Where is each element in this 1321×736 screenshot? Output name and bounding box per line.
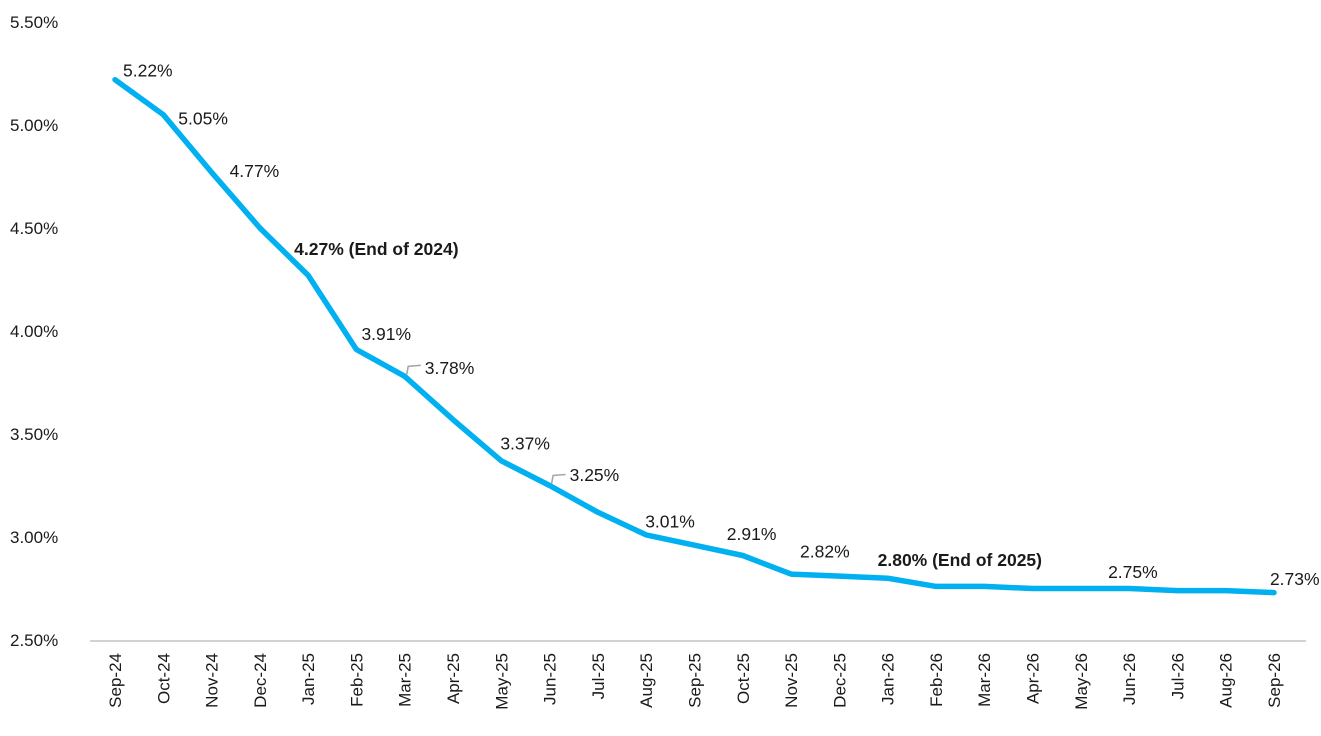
- x-axis-tick-label: Oct-24: [154, 653, 173, 704]
- y-axis-tick-label: 5.00%: [10, 116, 58, 135]
- x-axis-tick-label: Dec-25: [830, 653, 849, 708]
- y-axis-tick-label: 3.00%: [10, 528, 58, 547]
- x-axis-tick-label: Feb-25: [347, 653, 366, 707]
- callout-leader-line: [550, 473, 566, 484]
- x-axis-tick-label: Aug-25: [637, 653, 656, 708]
- x-axis-tick-label: Jan-26: [879, 653, 898, 705]
- data-label: 3.25%: [570, 465, 620, 485]
- data-label-emphasized: 4.27% (End of 2024): [294, 239, 458, 259]
- x-axis-tick-label: Jun-26: [1120, 653, 1139, 705]
- data-label-emphasized: 2.80% (End of 2025): [878, 550, 1042, 570]
- y-axis-tick-label: 5.50%: [10, 13, 58, 32]
- data-label: 2.73%: [1270, 569, 1320, 589]
- data-label: 5.05%: [178, 108, 228, 128]
- x-axis-tick-label: Nov-25: [782, 653, 801, 708]
- x-axis-tick-label: Jul-25: [589, 653, 608, 699]
- data-label: 3.01%: [645, 512, 695, 532]
- callout-leader-line: [405, 364, 421, 375]
- x-axis-tick-label: Jan-25: [299, 653, 318, 705]
- data-label: 2.75%: [1108, 562, 1158, 582]
- x-axis-tick-label: Mar-25: [396, 653, 415, 707]
- data-label: 2.82%: [800, 542, 850, 562]
- y-axis-tick-label: 4.50%: [10, 219, 58, 238]
- x-axis-tick-label: Sep-25: [685, 653, 704, 708]
- x-axis-tick-label: Oct-25: [734, 653, 753, 704]
- x-axis-tick-label: May-26: [1072, 653, 1091, 710]
- data-label: 3.37%: [500, 433, 550, 453]
- series-line: [112, 76, 1277, 596]
- data-label: 4.77%: [230, 161, 280, 181]
- data-label: 5.22%: [123, 60, 173, 80]
- x-axis-tick-label: Dec-24: [251, 653, 270, 708]
- y-axis-tick-label: 3.50%: [10, 425, 58, 444]
- x-axis-tick-label: Jun-25: [541, 653, 560, 705]
- x-axis-tick-label: May-25: [492, 653, 511, 710]
- x-axis-tick-label: Sep-26: [1265, 653, 1284, 708]
- x-axis-tick-label: Sep-24: [106, 653, 125, 708]
- x-axis-tick-label: Aug-26: [1217, 653, 1236, 708]
- data-label: 3.78%: [425, 358, 475, 378]
- x-axis-tick-label: Jul-26: [1168, 653, 1187, 699]
- y-axis-tick-label: 2.50%: [10, 631, 58, 650]
- x-axis-tick-label: Mar-26: [975, 653, 994, 707]
- x-axis-tick-label: Apr-25: [444, 653, 463, 704]
- x-axis-tick-label: Feb-26: [927, 653, 946, 707]
- y-axis-tick-label: 4.00%: [10, 322, 58, 341]
- x-axis-tick-label: Nov-24: [203, 653, 222, 708]
- x-axis-tick-label: Apr-26: [1024, 653, 1043, 704]
- data-label: 2.91%: [727, 524, 777, 544]
- data-label: 3.91%: [361, 324, 411, 344]
